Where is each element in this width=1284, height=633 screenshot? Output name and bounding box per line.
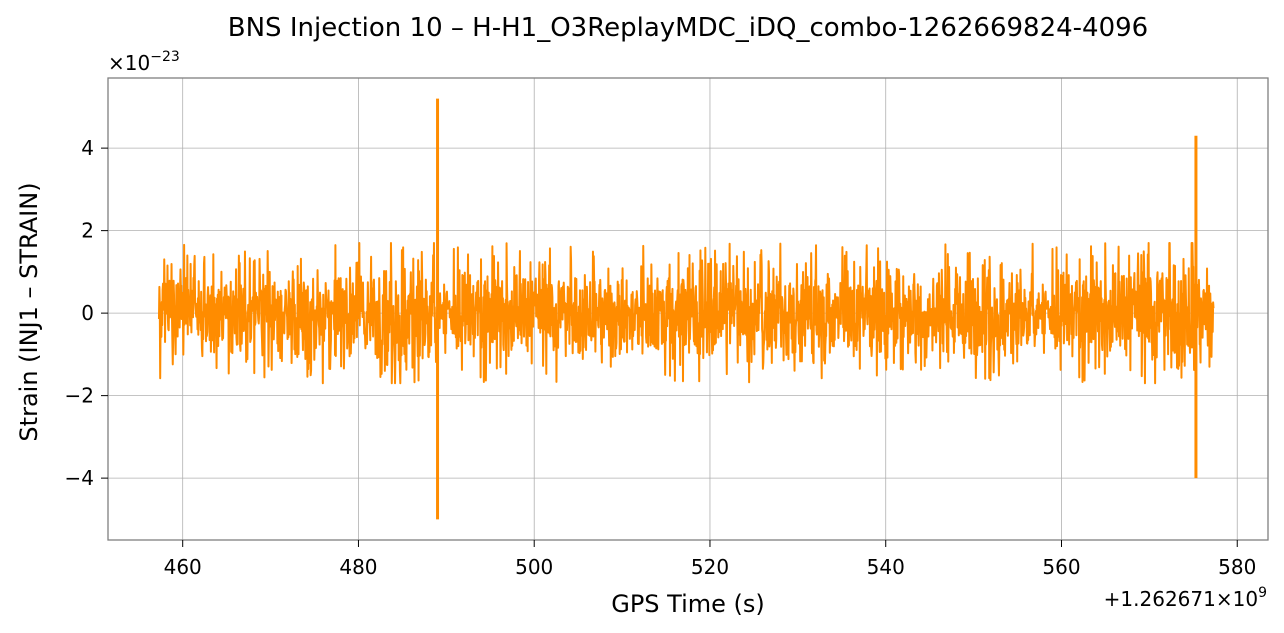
x-tick-label: 460 (164, 555, 202, 579)
y-tick-label: 4 (81, 136, 94, 160)
x-offset-base: +1.262671×10 (1104, 587, 1258, 611)
series-layer (157, 98, 1215, 520)
plot-frame (107, 77, 1269, 541)
y-tick-label: −4 (65, 466, 94, 490)
y-scale-text: ×10−23 (108, 49, 180, 75)
x-tick-label: 540 (867, 555, 905, 579)
y-scale-base: ×10 (108, 51, 150, 75)
y-axis-ticks: −4 −2 0 2 4 (65, 136, 108, 490)
y-axis-label: Strain (INJ1 – STRAIN) (15, 182, 43, 441)
y-tick-label: −2 (65, 384, 94, 408)
x-axis-label: GPS Time (s) (611, 590, 765, 618)
x-tick-label: 580 (1218, 555, 1256, 579)
y-scale-exponent: −23 (150, 49, 180, 65)
chart-title: BNS Injection 10 – H-H1_O3ReplayMDC_iDQ_… (228, 13, 1148, 43)
x-offset-exponent: 9 (1258, 585, 1267, 601)
x-tick-label: 500 (515, 555, 553, 579)
x-axis-ticks: 460 480 500 520 540 560 580 (164, 540, 1256, 579)
x-tick-label: 480 (339, 555, 377, 579)
x-tick-label: 520 (691, 555, 729, 579)
y-tick-label: 2 (81, 219, 94, 243)
y-tick-label: 0 (81, 301, 94, 325)
strain-series-line (157, 242, 1215, 385)
x-tick-label: 560 (1042, 555, 1080, 579)
x-offset-text: +1.262671×109 (1104, 585, 1267, 611)
